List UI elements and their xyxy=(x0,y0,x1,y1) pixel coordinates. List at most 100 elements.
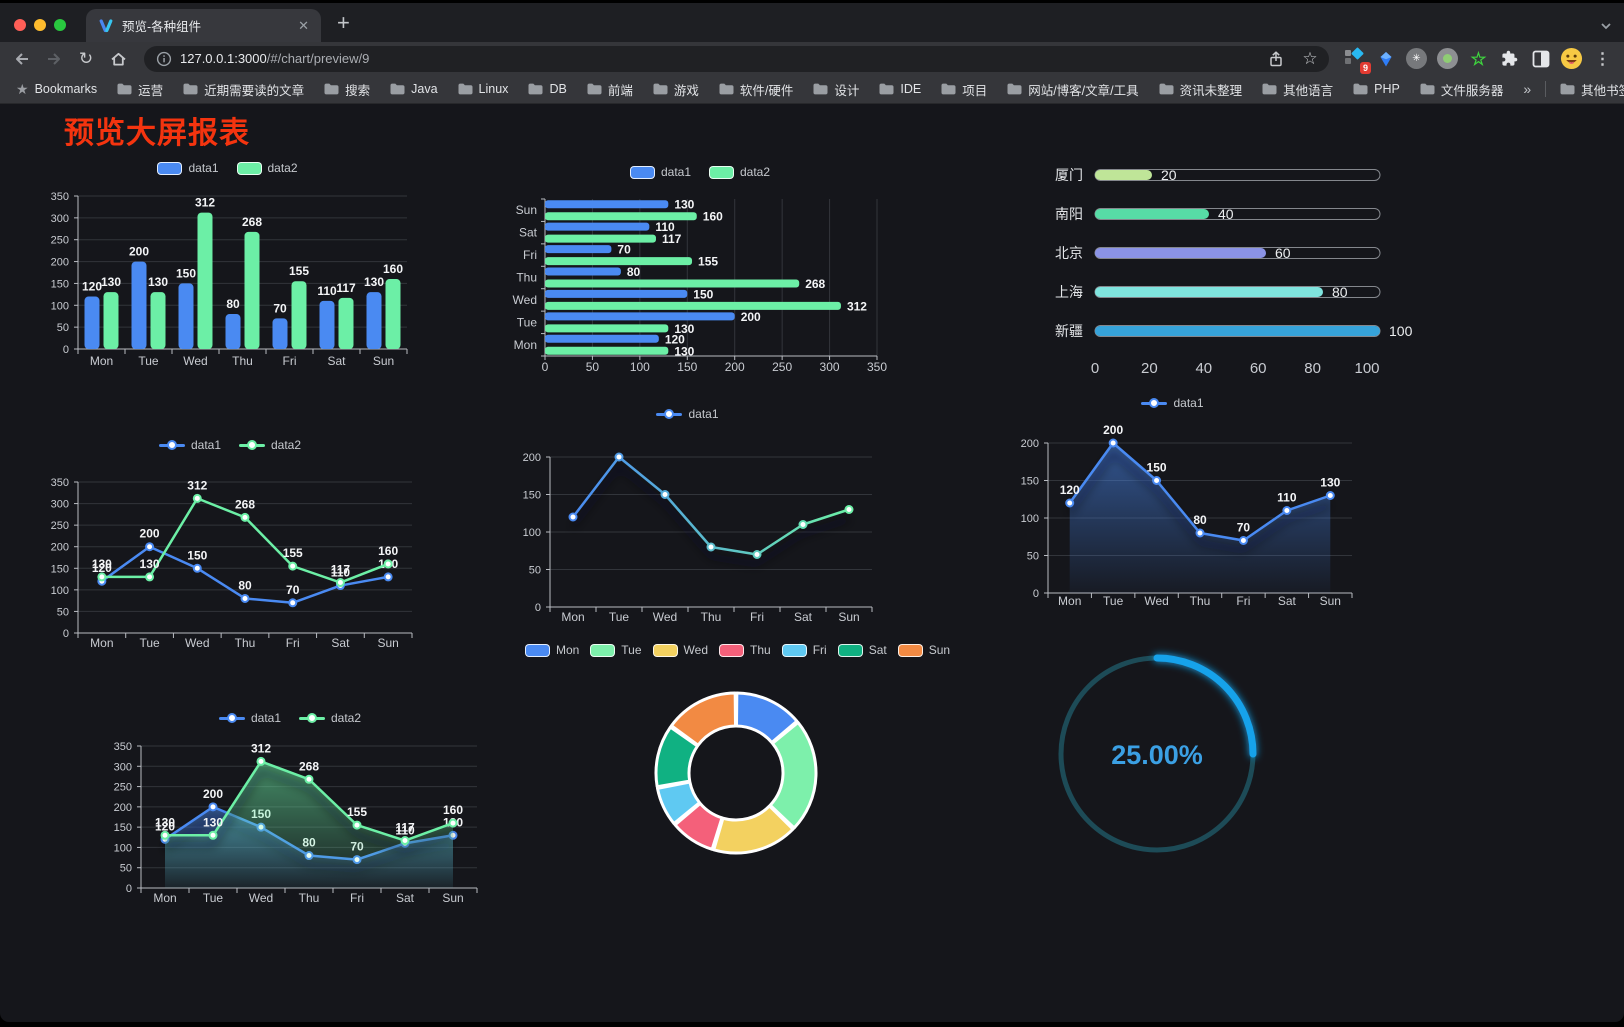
bookmark-folder[interactable]: 资讯未整理 xyxy=(1159,80,1242,99)
minimize-window-button[interactable] xyxy=(34,19,46,31)
extension-tampermonkey-icon[interactable]: 9 xyxy=(1341,45,1371,74)
bookmark-folder[interactable]: 运营 xyxy=(117,80,163,99)
legend-item[interactable]: data1 xyxy=(218,711,281,725)
legend-item[interactable]: data1 xyxy=(629,165,691,179)
extension-gem-icon[interactable] xyxy=(1372,45,1399,72)
chart-legend[interactable]: data1 data2 xyxy=(505,165,895,179)
legend-item[interactable]: data2 xyxy=(709,165,770,179)
tab-close-icon[interactable]: ✕ xyxy=(298,17,309,33)
bookmark-folder[interactable]: 软件/硬件 xyxy=(719,80,793,99)
chart-grouped-bar[interactable]: data1 data2 0 50 100 150 200 250 300 350 Mon Tue Wed… xyxy=(40,151,415,379)
svg-text:Sat: Sat xyxy=(396,891,415,905)
bookmark-folder[interactable]: IDE xyxy=(879,80,921,99)
grouped-bar-plot[interactable]: 0 50 100 150 200 250 300 350 Mon Tue Wed Thu Fri Sat S… xyxy=(40,151,415,379)
svg-text:200: 200 xyxy=(523,452,541,464)
svg-text:300: 300 xyxy=(51,499,69,511)
bookmark-folder[interactable]: 前端 xyxy=(587,80,633,99)
svg-text:70: 70 xyxy=(617,243,631,257)
chart-progress-bars[interactable]: 厦门 20 南阳 40 北京 60 上海 80 新疆 100 0 20 40 60 80 100 xyxy=(995,153,1413,393)
home-button[interactable] xyxy=(104,45,132,73)
chart-legend[interactable]: data1 xyxy=(500,407,875,421)
svg-text:Tue: Tue xyxy=(517,315,538,329)
tab-strip: 预览-各种组件 ✕ + xyxy=(0,3,1624,42)
area-two-series-plot[interactable]: 0 50 100 150 200 250 300 350 Mon Tue Wed Thu Fri Sat S… xyxy=(95,701,485,916)
chart-area-single[interactable]: data1 0 50 100 150 200 Mon Tue Wed Thu Fri Sat Sun 12… xyxy=(985,389,1360,617)
extension-green-star-icon[interactable]: ☆ xyxy=(1470,48,1487,69)
bookmark-folder[interactable]: 文件服务器 xyxy=(1420,80,1503,99)
svg-text:120: 120 xyxy=(665,332,685,346)
legend-label: data2 xyxy=(267,161,298,175)
other-bookmarks-folder[interactable]: 其他书签 xyxy=(1560,80,1624,99)
bookmarks-overflow-chevron[interactable]: » xyxy=(1523,81,1532,97)
bookmarks-manager[interactable]: ★ Bookmarks xyxy=(16,82,97,96)
legend-item[interactable]: data2 xyxy=(299,711,361,725)
chart-horizontal-bar[interactable]: data1 data2 0 50 100 150 200 250 300 350 Mon 120 130… xyxy=(505,151,895,379)
bookmark-folder[interactable]: DB xyxy=(528,80,567,99)
legend-item[interactable]: Fri xyxy=(781,643,827,657)
chart-legend[interactable]: data1 data2 xyxy=(40,161,415,175)
legend-item[interactable]: Mon xyxy=(524,643,579,657)
line-two-series-plot[interactable]: 0 50 100 150 200 250 300 350 Mon Tue Wed Thu Fri Sat S… xyxy=(40,429,420,657)
bookmark-folder[interactable]: PHP xyxy=(1353,80,1400,99)
legend-item[interactable]: data2 xyxy=(236,161,298,175)
forward-button[interactable] xyxy=(40,45,68,73)
chart-area-two-series[interactable]: data1 data2 0 50 100 150 200 250 300 350 Mon Tue Wed… xyxy=(95,701,485,916)
side-panel-icon[interactable] xyxy=(1527,45,1554,72)
gauge-plot[interactable]: 25.00% xyxy=(1045,641,1270,866)
tab-search-chevron-icon[interactable] xyxy=(1600,22,1612,30)
url-text[interactable]: 127.0.0.1:3000/#/chart/preview/9 xyxy=(180,51,369,66)
legend-item[interactable]: Tue xyxy=(590,643,642,657)
legend-item[interactable]: Thu xyxy=(719,643,771,657)
bookmark-folder[interactable]: 搜索 xyxy=(324,80,370,99)
legend-item[interactable]: Wed xyxy=(652,643,708,657)
legend-item[interactable]: Sun xyxy=(897,643,950,657)
legend-item[interactable]: data2 xyxy=(239,438,301,452)
reload-button[interactable]: ↻ xyxy=(78,48,94,68)
extension-asterisk-icon[interactable]: ✳ xyxy=(1403,45,1430,72)
progress-bars-plot[interactable]: 厦门 20 南阳 40 北京 60 上海 80 新疆 100 0 20 40 60 80 100 xyxy=(995,153,1413,393)
area-single-plot[interactable]: 0 50 100 150 200 Mon Tue Wed Thu Fri Sat Sun 120 200 1… xyxy=(985,389,1360,617)
chart-donut[interactable]: Mon Tue Wed Thu Fri Sat Sun xyxy=(524,639,950,884)
svg-text:50: 50 xyxy=(586,360,600,374)
bookmark-star-icon[interactable]: ☆ xyxy=(1302,48,1318,68)
bookmark-folder[interactable]: 近期需要读的文章 xyxy=(183,80,304,99)
bookmark-folder[interactable]: Java xyxy=(390,80,438,99)
bookmark-folder[interactable]: 网站/博客/文章/工具 xyxy=(1007,80,1139,99)
maximize-window-button[interactable] xyxy=(54,19,66,31)
browser-tab[interactable]: 预览-各种组件 ✕ xyxy=(86,9,321,42)
folder-icon xyxy=(183,83,198,95)
legend-item[interactable]: data1 xyxy=(656,407,719,421)
legend-item[interactable]: Sat xyxy=(837,643,887,657)
page-title: 预览大屏报表 xyxy=(64,117,250,150)
profile-avatar[interactable] xyxy=(1558,45,1585,72)
bookmark-folder[interactable]: 项目 xyxy=(941,80,987,99)
close-window-button[interactable] xyxy=(14,19,26,31)
chart-legend[interactable]: data1 data2 xyxy=(40,438,420,452)
extensions-puzzle-icon[interactable] xyxy=(1496,45,1523,72)
chart-legend[interactable]: Mon Tue Wed Thu Fri Sat Sun xyxy=(524,643,950,657)
folder-icon xyxy=(813,83,828,95)
site-info-icon[interactable] xyxy=(156,51,172,67)
chart-legend[interactable]: data1 xyxy=(985,396,1360,410)
browser-menu-icon[interactable]: ⋮ xyxy=(1594,50,1611,68)
legend-item[interactable]: data1 xyxy=(1141,396,1204,410)
share-button[interactable] xyxy=(1263,47,1289,71)
bookmark-folder[interactable]: 其他语言 xyxy=(1262,80,1333,99)
line-gradient-plot[interactable]: 0 50 100 150 200 Mon Tue Wed Thu Fri Sat Sun xyxy=(500,399,875,639)
bookmark-folder[interactable]: Linux xyxy=(458,80,508,99)
new-tab-button[interactable]: + xyxy=(337,10,350,35)
extension-green-dot-icon[interactable] xyxy=(1434,45,1461,72)
grid-square-icon xyxy=(1345,58,1351,64)
chart-line-gradient[interactable]: data1 0 50 100 150 200 Mon Tue Wed Thu Fri Sat Sun xyxy=(500,399,875,639)
address-bar[interactable]: 127.0.0.1:3000/#/chart/preview/9 ☆ xyxy=(144,45,1329,72)
back-button[interactable] xyxy=(8,45,36,73)
donut-plot[interactable] xyxy=(545,639,930,884)
bookmark-folder[interactable]: 设计 xyxy=(813,80,859,99)
bookmark-folder[interactable]: 游戏 xyxy=(653,80,699,99)
chart-gauge[interactable]: 25.00% xyxy=(1045,641,1270,866)
legend-item[interactable]: data1 xyxy=(157,161,219,175)
legend-item[interactable]: data1 xyxy=(158,438,221,452)
chart-legend[interactable]: data1 data2 xyxy=(95,711,485,725)
chart-line-two-series[interactable]: data1 data2 0 50 100 150 200 250 300 350 Mon Tue Wed… xyxy=(40,429,420,657)
